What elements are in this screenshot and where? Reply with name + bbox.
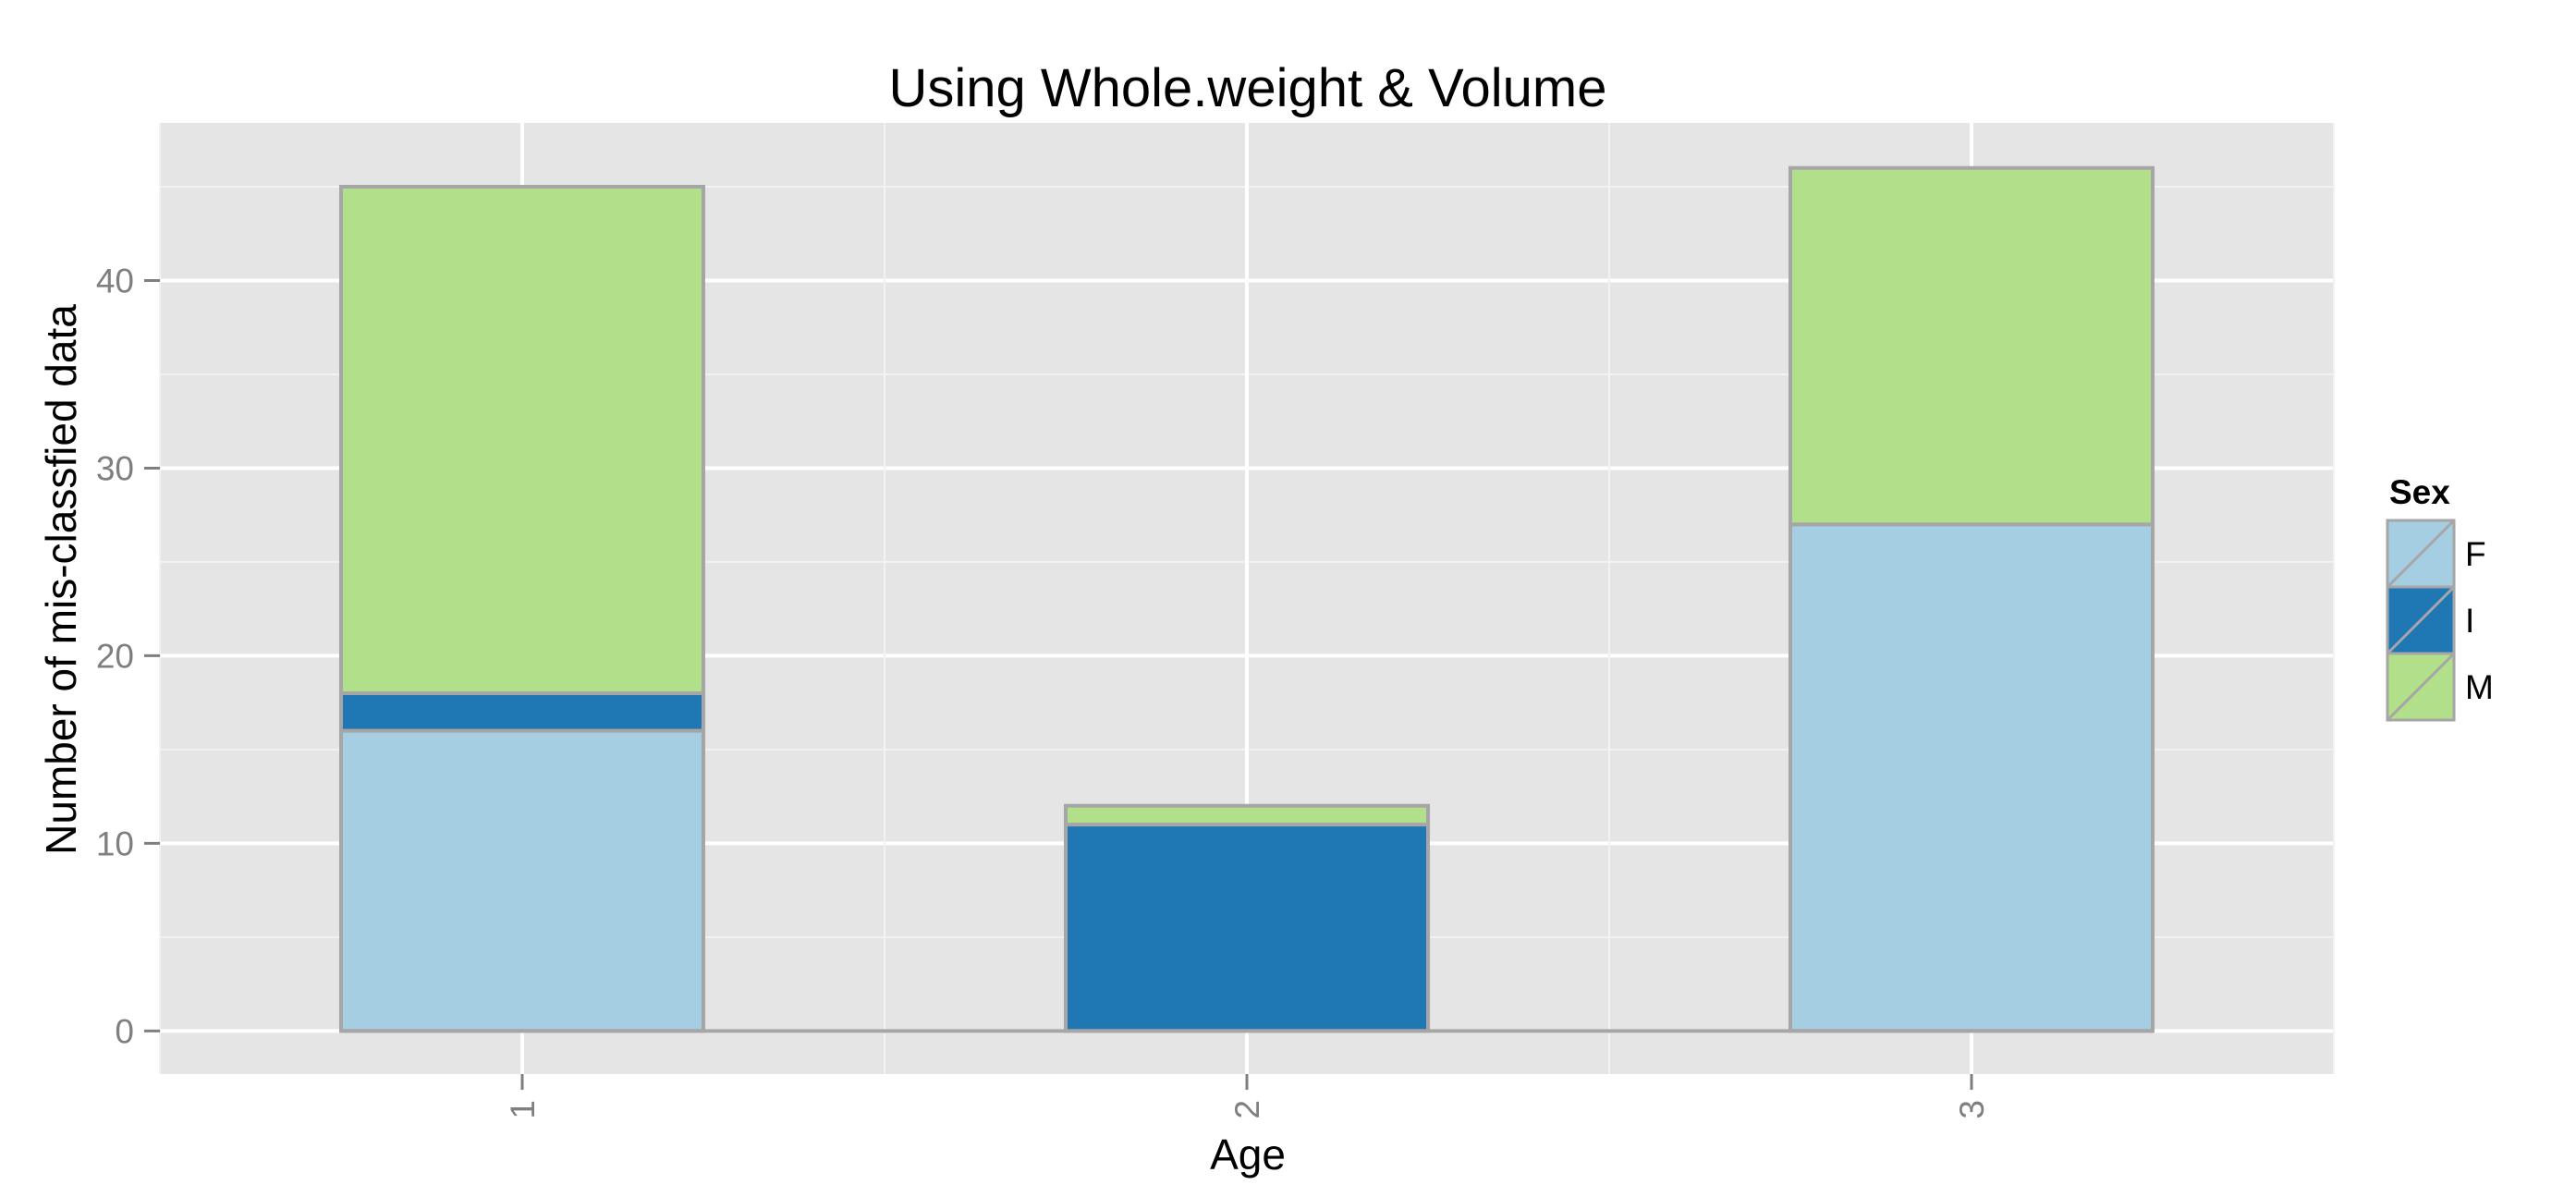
y-tick-label: 30 <box>96 449 134 487</box>
legend-label-M: M <box>2465 668 2494 706</box>
bar-age-1-sex-I <box>339 690 705 733</box>
bar-age-1-sex-M <box>339 185 705 695</box>
legend-title: Sex <box>2389 473 2450 511</box>
legend-key-slash <box>2386 652 2456 722</box>
bar-age-2-sex-M <box>1064 803 1430 827</box>
bar-age-2-sex-I <box>1064 823 1430 1033</box>
legend-key-slash <box>2386 519 2456 589</box>
y-tick-label: 0 <box>115 1012 134 1050</box>
legend: Sex FIM <box>2386 473 2494 722</box>
legend-label-F: F <box>2465 535 2486 573</box>
y-tick-label: 10 <box>96 824 134 862</box>
bar-age-1-sex-F <box>339 728 705 1033</box>
y-tick-label: 20 <box>96 637 134 675</box>
x-tick-label: 2 <box>1228 1100 1266 1119</box>
legend-key-slash <box>2386 585 2456 655</box>
y-axis-title: Number of mis-classfied data <box>37 304 85 855</box>
legend-label-I: I <box>2465 602 2474 640</box>
x-axis-title: Age <box>1210 1130 1286 1179</box>
x-axis: 1 2 3 <box>504 1074 1991 1119</box>
x-tick-label: 3 <box>1953 1100 1991 1119</box>
y-tick-label: 40 <box>96 262 134 299</box>
x-tick-label: 1 <box>504 1100 542 1119</box>
chart-title: Using Whole.weight & Volume <box>889 58 1607 118</box>
bars <box>339 165 2155 1033</box>
bar-age-3-sex-M <box>1789 165 2155 527</box>
y-axis: 0 10 20 30 40 <box>96 262 160 1050</box>
bar-age-3-sex-F <box>1789 522 2155 1033</box>
